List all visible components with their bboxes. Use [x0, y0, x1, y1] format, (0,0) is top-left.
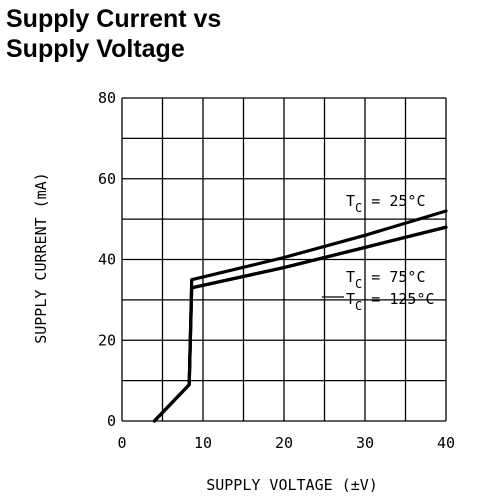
chart-title-line-1: Supply Current vs — [6, 5, 222, 33]
y-tick-label: 60 — [98, 170, 116, 188]
y-axis-label: SUPPLY CURRENT (mA) — [32, 172, 50, 344]
chart-title-line-2: Supply Voltage — [6, 35, 185, 63]
series-annotation-1: TC = 25°C — [346, 192, 425, 215]
y-tick-label: 80 — [98, 89, 116, 107]
x-tick-label: 10 — [194, 434, 212, 452]
chart-title: Supply Current vs Supply Voltage — [6, 4, 221, 64]
grid — [121, 97, 447, 422]
annotations: TC = 25°C TC = 75°CTC = 125°C — [322, 192, 435, 313]
series-annotation-3: TC = 125°C — [322, 290, 435, 313]
x-tick-label: 30 — [356, 434, 374, 452]
y-tick-label: 20 — [98, 331, 116, 349]
tick-labels: 0 10 20 30 40 0 20 40 60 80 — [98, 89, 455, 452]
x-tick-label: 40 — [437, 434, 455, 452]
x-axis-label: SUPPLY VOLTAGE (±V) — [206, 476, 378, 494]
y-tick-label: 40 — [98, 251, 116, 269]
annotation-label: TC = 75°C — [346, 268, 425, 291]
x-tick-label: 20 — [275, 434, 293, 452]
y-tick-label: 0 — [107, 412, 116, 430]
series-lines — [152, 209, 448, 423]
series-line-2 — [152, 225, 448, 423]
series-line-1 — [152, 209, 448, 423]
series-line-3 — [152, 225, 448, 423]
x-tick-label: 0 — [117, 434, 126, 452]
annotation-label: TC = 25°C — [346, 192, 425, 215]
annotation-label: TC = 125°C — [346, 290, 435, 313]
series-annotation-2: TC = 75°C — [346, 268, 425, 291]
